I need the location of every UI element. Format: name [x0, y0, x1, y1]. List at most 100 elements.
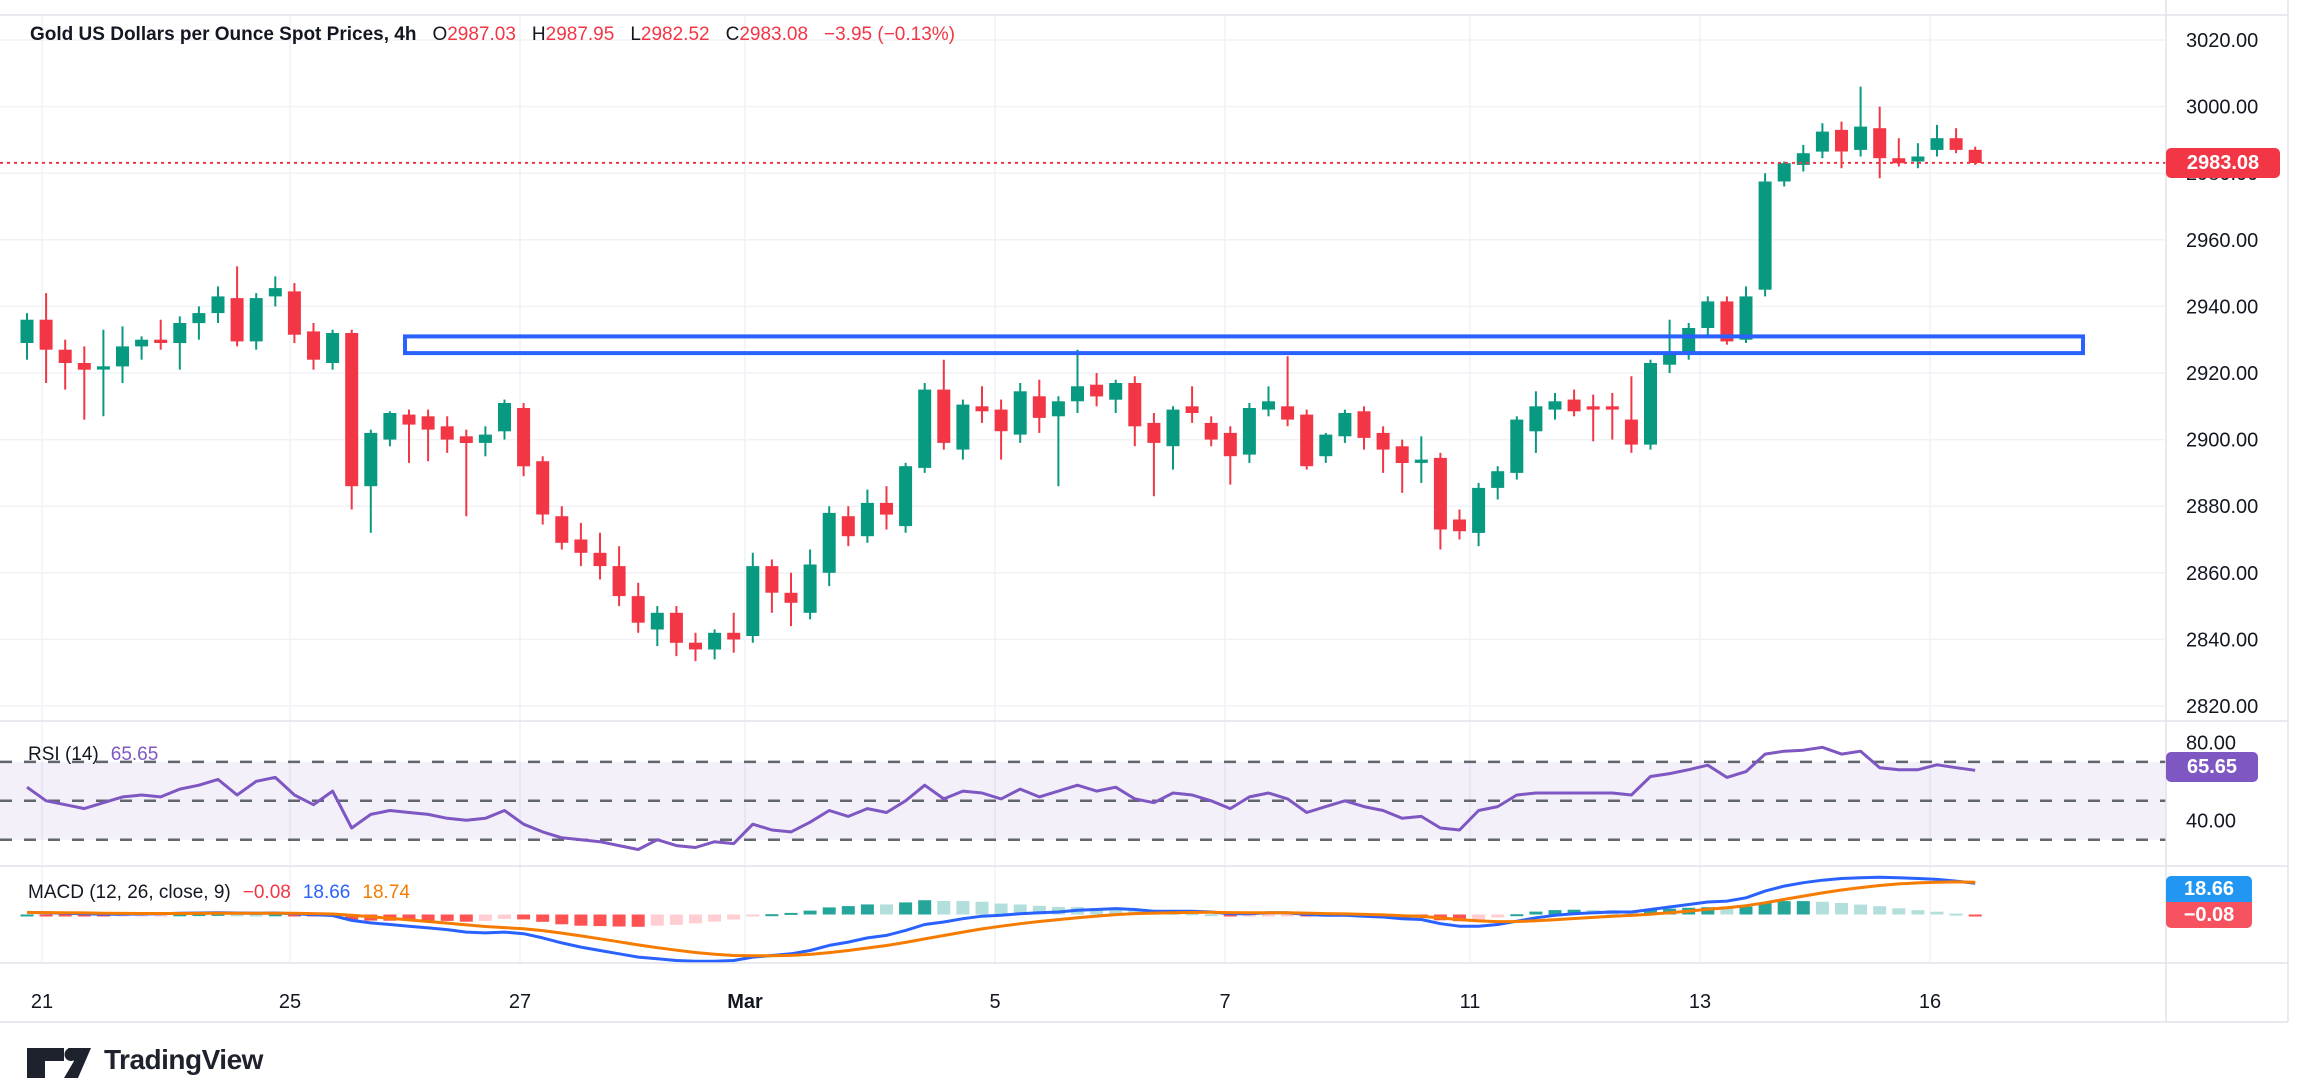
tradingview-watermark[interactable]: TradingView: [24, 1040, 263, 1080]
symbol-title[interactable]: Gold US Dollars per Ounce Spot Prices, 4…: [30, 24, 417, 45]
candle-body[interactable]: [1835, 129, 1848, 152]
candle-body[interactable]: [1548, 401, 1562, 410]
candle-body[interactable]: [1204, 422, 1218, 440]
candle-body[interactable]: [1854, 126, 1868, 150]
candle-body[interactable]: [918, 389, 932, 468]
candle-body[interactable]: [211, 296, 225, 314]
candle-body[interactable]: [1529, 406, 1543, 432]
candle-body[interactable]: [1586, 406, 1600, 410]
candle-body[interactable]: [383, 413, 397, 440]
candle-body[interactable]: [1968, 149, 1982, 163]
candle-body[interactable]: [1300, 414, 1314, 467]
candle-body[interactable]: [1071, 386, 1084, 402]
resistance-box[interactable]: [403, 334, 2085, 356]
candle-body[interactable]: [1472, 487, 1486, 533]
candle-body[interactable]: [1433, 457, 1447, 530]
candle-body[interactable]: [593, 552, 607, 567]
candle-body[interactable]: [1605, 406, 1619, 410]
candle-body[interactable]: [249, 298, 263, 342]
candle-body[interactable]: [1453, 519, 1466, 532]
candle-body[interactable]: [1777, 163, 1791, 182]
candle-body[interactable]: [77, 363, 91, 370]
candle-body[interactable]: [765, 566, 779, 593]
candle-body[interactable]: [1949, 138, 1963, 150]
candle-body[interactable]: [326, 333, 340, 363]
candle-body[interactable]: [1510, 419, 1524, 473]
candle-body[interactable]: [937, 389, 951, 443]
candle-body[interactable]: [459, 436, 473, 443]
candle-body[interactable]: [1873, 128, 1887, 159]
candle-body[interactable]: [803, 564, 817, 613]
candle-body[interactable]: [96, 366, 110, 370]
candle-body[interactable]: [1395, 446, 1409, 463]
candle-body[interactable]: [1166, 409, 1180, 447]
candle-body[interactable]: [1032, 396, 1046, 418]
candle-body[interactable]: [154, 339, 168, 343]
candle-body[interactable]: [1281, 406, 1295, 420]
candle-body[interactable]: [1911, 156, 1925, 162]
candle-body[interactable]: [880, 502, 893, 515]
candle-body[interactable]: [287, 291, 301, 335]
candle-body[interactable]: [841, 516, 855, 537]
candle-body[interactable]: [1739, 296, 1753, 340]
candle-body[interactable]: [364, 432, 378, 487]
candle-body[interactable]: [1376, 432, 1390, 450]
candle-body[interactable]: [784, 592, 798, 603]
candle-body[interactable]: [1242, 408, 1256, 455]
candle-body[interactable]: [58, 349, 72, 363]
candle-body[interactable]: [1338, 413, 1352, 437]
candle-body[interactable]: [975, 406, 989, 412]
candle-body[interactable]: [1090, 384, 1104, 397]
candle-body[interactable]: [478, 434, 492, 443]
candle-body[interactable]: [1682, 328, 1696, 353]
candle-body[interactable]: [727, 632, 741, 640]
candle-body[interactable]: [1892, 158, 1906, 164]
candle-body[interactable]: [192, 313, 206, 324]
candle-body[interactable]: [402, 414, 416, 425]
candle-body[interactable]: [440, 426, 454, 440]
candle-body[interactable]: [956, 404, 970, 450]
candle-body[interactable]: [746, 566, 760, 636]
candle-body[interactable]: [860, 502, 874, 537]
candle-body[interactable]: [1720, 301, 1734, 342]
candle-body[interactable]: [555, 516, 569, 543]
candle-body[interactable]: [1223, 432, 1237, 457]
candle-body[interactable]: [230, 298, 244, 342]
candle-body[interactable]: [822, 512, 836, 573]
candle-body[interactable]: [1758, 181, 1772, 290]
candle-body[interactable]: [1624, 419, 1638, 445]
candle-body[interactable]: [116, 346, 129, 367]
candle-body[interactable]: [1663, 353, 1677, 365]
macd-label[interactable]: MACD (12, 26, close, 9): [28, 882, 231, 903]
candle-body[interactable]: [307, 331, 320, 360]
candle-body[interactable]: [899, 466, 913, 527]
candle-body[interactable]: [1319, 434, 1333, 457]
candle-body[interactable]: [268, 288, 282, 297]
candle-body[interactable]: [1128, 383, 1142, 427]
candle-body[interactable]: [631, 596, 645, 623]
candle-body[interactable]: [173, 323, 187, 343]
candle-body[interactable]: [536, 461, 550, 515]
rsi-label[interactable]: RSI (14): [28, 744, 99, 765]
candle-body[interactable]: [1701, 301, 1715, 328]
candle-body[interactable]: [1185, 406, 1199, 413]
candle-body[interactable]: [574, 539, 588, 553]
candle-body[interactable]: [994, 409, 1008, 432]
candle-body[interactable]: [1051, 401, 1065, 417]
candle-body[interactable]: [612, 566, 626, 597]
candle-body[interactable]: [650, 612, 664, 630]
candle-body[interactable]: [1491, 471, 1505, 488]
candle-body[interactable]: [1262, 401, 1275, 410]
candle-body[interactable]: [498, 403, 511, 432]
candle-body[interactable]: [1147, 422, 1161, 443]
candle-body[interactable]: [1796, 153, 1810, 165]
candle-body[interactable]: [1567, 399, 1581, 412]
candle-body[interactable]: [708, 632, 722, 650]
candle-body[interactable]: [421, 416, 435, 430]
candle-body[interactable]: [1109, 383, 1123, 400]
candle-body[interactable]: [1644, 363, 1657, 445]
candle-body[interactable]: [1414, 459, 1428, 463]
candle-body[interactable]: [1815, 131, 1829, 152]
candle-body[interactable]: [345, 333, 359, 487]
